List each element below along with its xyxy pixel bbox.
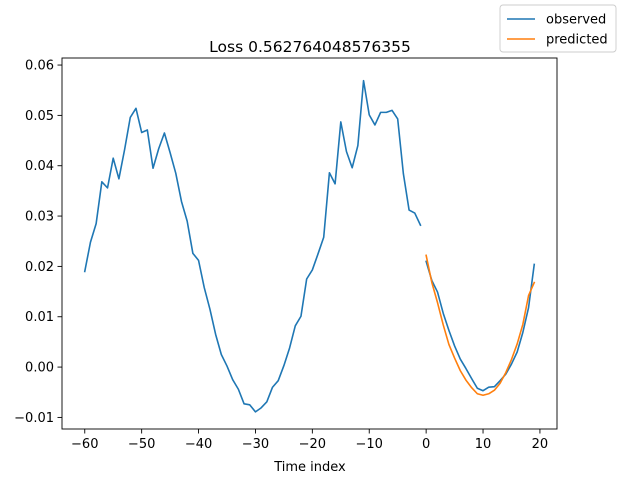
plot-area — [61, 57, 558, 430]
x-tick-label: 0 — [422, 437, 430, 452]
x-tick-label: 10 — [475, 437, 492, 452]
legend-label-observed: observed — [546, 13, 606, 28]
chart-title: Loss 0.562764048576355 — [209, 38, 411, 56]
legend-label-predicted: predicted — [546, 33, 608, 48]
x-tick-label: −50 — [128, 437, 155, 452]
y-axis: −0.01 0.00 0.01 0.02 0.03 0.04 0.05 0.06 — [14, 59, 62, 426]
x-axis-label: Time index — [273, 460, 346, 475]
y-tick-label: 0.02 — [25, 260, 54, 275]
axes-frame — [61, 57, 558, 430]
y-tick-label: 0.06 — [25, 59, 54, 74]
x-tick-label: −60 — [71, 437, 98, 452]
x-axis: −60 −50 −40 −30 −20 −10 0 10 20 — [71, 429, 548, 452]
x-tick-label: −10 — [356, 437, 383, 452]
series-line-observed-segment-1 — [425, 260, 536, 392]
series-line-predicted-segment-0 — [425, 254, 536, 397]
y-tick-label: 0.01 — [25, 310, 54, 325]
x-tick-label: 20 — [532, 437, 549, 452]
y-tick-label: 0.00 — [25, 361, 54, 376]
x-tick-label: −30 — [242, 437, 269, 452]
y-tick-label: −0.01 — [14, 411, 54, 426]
y-tick-label: 0.04 — [25, 159, 54, 174]
x-tick-label: −40 — [185, 437, 212, 452]
x-tick-label: −20 — [299, 437, 326, 452]
series-layer — [83, 79, 536, 413]
legend-frame — [499, 4, 617, 53]
y-tick-label: 0.05 — [25, 109, 54, 124]
series-line-observed-segment-0 — [83, 79, 422, 413]
legend: observed predicted — [499, 4, 617, 53]
y-tick-label: 0.03 — [25, 210, 54, 225]
